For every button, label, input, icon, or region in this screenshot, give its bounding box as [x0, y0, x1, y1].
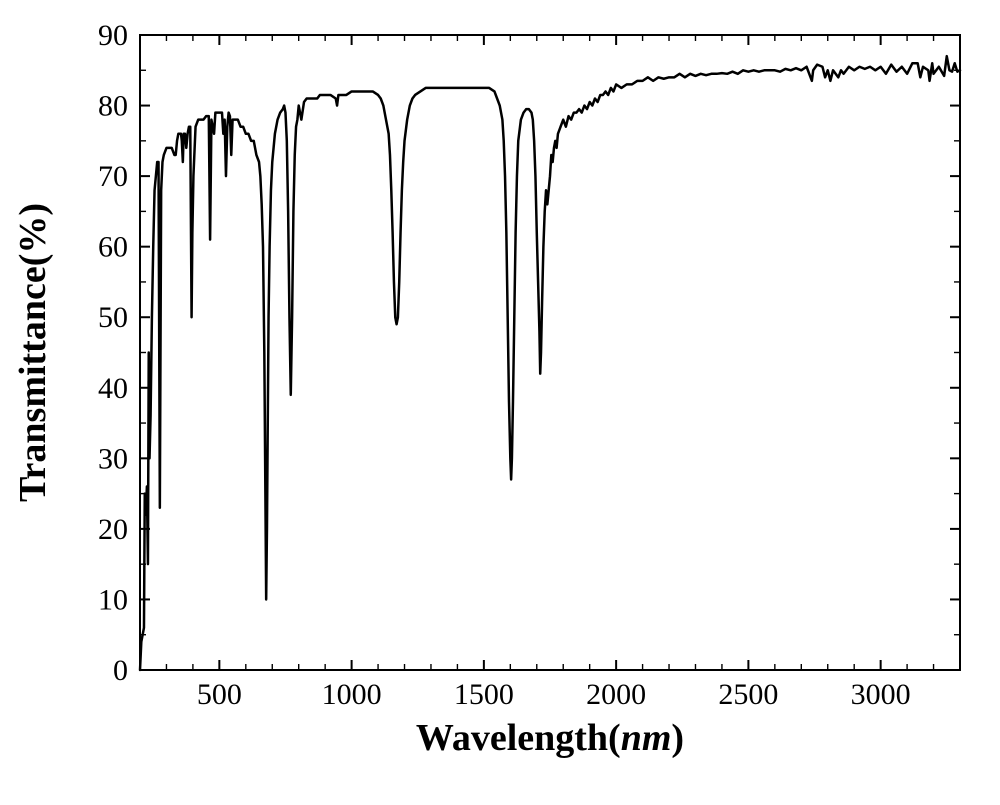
- chart-svg: 500 1000 1500 2000 2500 3000 0 10 20 30 40 50 60 70 80…: [0, 0, 1000, 800]
- y-tick-label: 60: [98, 231, 128, 264]
- y-tick-label: 30: [98, 442, 128, 475]
- y-tick-label: 20: [98, 513, 128, 546]
- x-tick-label: 2500: [718, 678, 778, 711]
- x-tick-label: 1000: [322, 678, 382, 711]
- y-tick-label: 0: [113, 654, 128, 687]
- x-tick-label: 1500: [454, 678, 514, 711]
- y-axis-title: Transmittance(%): [12, 203, 54, 502]
- spectrum-chart: 500 1000 1500 2000 2500 3000 0 10 20 30 40 50 60 70 80…: [0, 0, 1000, 800]
- x-tick-label: 500: [197, 678, 242, 711]
- y-tick-label: 80: [98, 90, 128, 123]
- x-tick-label: 3000: [851, 678, 911, 711]
- y-tick-label: 90: [98, 19, 128, 52]
- x-tick-label: 2000: [586, 678, 646, 711]
- x-axis-title: Wavelength(nm): [416, 717, 684, 759]
- y-tick-label: 70: [98, 160, 128, 193]
- y-tick-label: 40: [98, 372, 128, 405]
- y-tick-label: 10: [98, 583, 128, 616]
- y-tick-label: 50: [98, 301, 128, 334]
